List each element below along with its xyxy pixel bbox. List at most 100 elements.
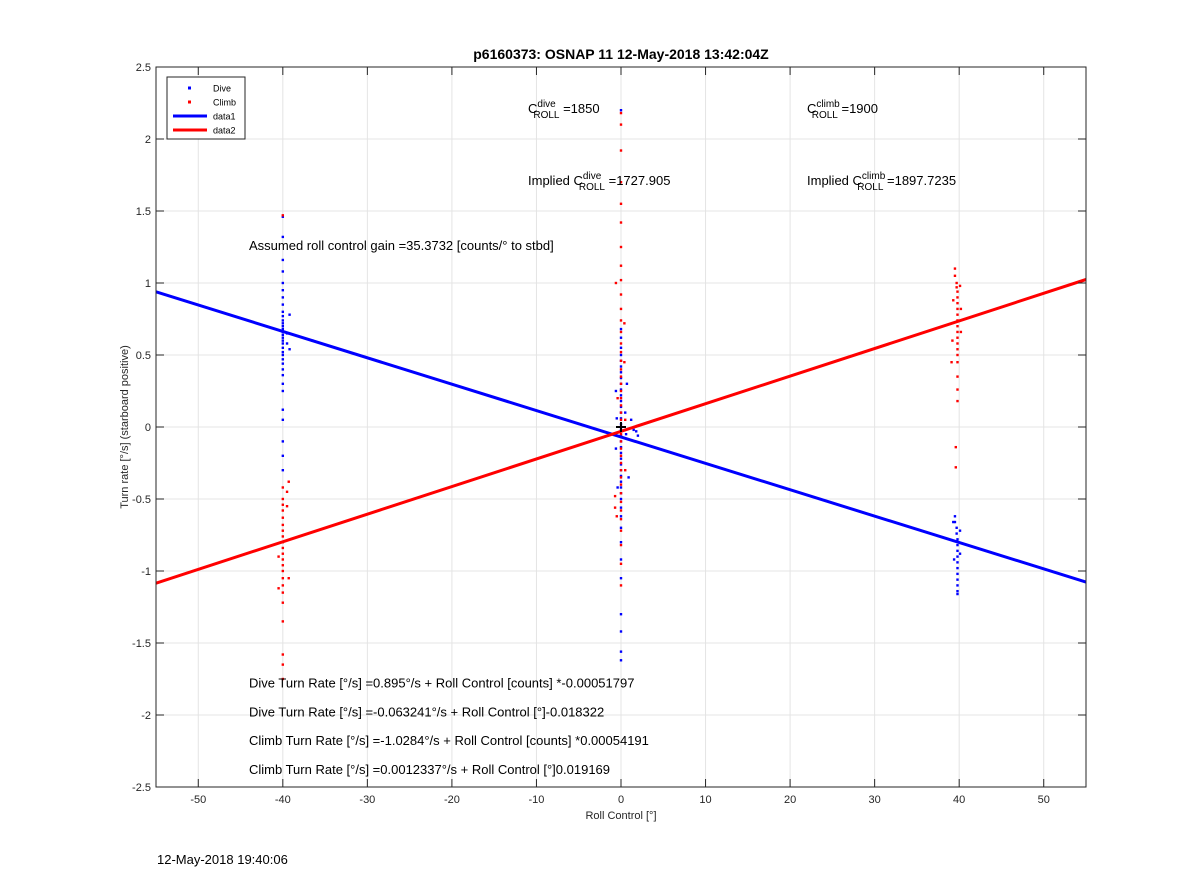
- point-dive: [281, 353, 285, 357]
- point-dive: [281, 389, 285, 393]
- point-climb: [281, 569, 285, 573]
- point-dive: [619, 109, 623, 112]
- point-dive: [281, 418, 285, 421]
- point-climb: [954, 466, 957, 469]
- y-tick-label: 2.5: [136, 62, 151, 74]
- point-dive: [619, 388, 623, 391]
- point-dive: [288, 348, 291, 351]
- x-tick-label: 10: [699, 794, 711, 806]
- point-dive: [619, 630, 623, 633]
- point-dive: [625, 382, 629, 385]
- point-dive: [281, 322, 285, 325]
- point-climb: [956, 290, 959, 293]
- legend-label: data2: [213, 126, 236, 136]
- point-climb: [958, 284, 962, 288]
- point-dive: [956, 549, 959, 553]
- point-dive: [956, 566, 959, 570]
- point-dive: [614, 389, 618, 393]
- point-dive: [281, 303, 285, 306]
- point-climb: [619, 375, 623, 378]
- y-tick-label: 2: [145, 134, 151, 146]
- point-dive: [619, 445, 623, 449]
- y-tick-label: -2.5: [132, 782, 151, 794]
- coefficient-label: Implied Cclimb ROLL =1897.7235: [807, 171, 956, 193]
- point-dive: [619, 365, 623, 368]
- point-climb: [285, 505, 289, 508]
- ticks: [156, 66, 1086, 788]
- point-climb: [619, 245, 623, 249]
- point-climb: [619, 368, 623, 371]
- legend-label: data1: [213, 112, 236, 122]
- point-climb: [619, 111, 623, 115]
- print-timestamp: 12-May-2018 19:40:06: [157, 852, 288, 867]
- point-climb: [959, 307, 963, 311]
- point-climb: [287, 577, 290, 580]
- point-dive: [619, 394, 623, 397]
- chart-title: p6160373: OSNAP 11 12-May-2018 13:42:04Z: [473, 46, 769, 62]
- x-tick-label: -50: [190, 794, 206, 806]
- x-tick-label: 0: [618, 794, 624, 806]
- point-climb: [956, 330, 959, 334]
- point-dive: [956, 572, 959, 576]
- legend-label: Dive: [213, 84, 231, 94]
- point-climb: [619, 342, 623, 345]
- point-climb: [277, 587, 280, 590]
- point-dive: [281, 215, 285, 218]
- point-climb: [277, 555, 280, 558]
- point-climb: [281, 509, 285, 512]
- point-dive: [956, 578, 959, 581]
- point-dive: [619, 480, 623, 483]
- point-climb: [624, 418, 627, 421]
- point-climb: [953, 267, 957, 270]
- point-dive: [619, 497, 623, 501]
- point-dive: [281, 258, 285, 262]
- point-climb: [281, 584, 285, 587]
- point-climb: [956, 361, 959, 364]
- coefficient-label: Cdive ROLL =1850: [528, 99, 600, 121]
- point-dive: [619, 515, 623, 518]
- point-climb: [281, 529, 285, 532]
- legend-marker-climb: [188, 100, 191, 104]
- point-dive: [281, 454, 285, 457]
- point-dive: [281, 346, 285, 349]
- point-dive: [281, 281, 285, 285]
- point-dive: [619, 506, 623, 509]
- point-dive: [619, 558, 623, 561]
- point-climb: [956, 399, 959, 403]
- y-tick-label: -1: [141, 566, 151, 578]
- point-dive: [281, 319, 285, 322]
- point-climb: [624, 469, 627, 472]
- point-dive: [619, 353, 623, 357]
- point-climb: [953, 274, 957, 277]
- point-climb: [281, 663, 285, 666]
- point-dive: [635, 430, 638, 433]
- coefficient-label: Implied Cdive ROLL =1727.905: [528, 171, 670, 193]
- annotation-text: Dive Turn Rate [°/s] =0.895°/s + Roll Co…: [249, 676, 634, 691]
- fit-line-data1: [156, 290, 1086, 584]
- point-dive: [636, 434, 640, 437]
- y-axis-label: Turn rate [°/s] (starboard positive): [119, 345, 131, 509]
- point-dive: [281, 339, 285, 342]
- point-climb: [619, 500, 623, 504]
- point-climb: [955, 281, 958, 285]
- y-tick-label: 0: [145, 422, 151, 434]
- point-climb: [287, 480, 290, 483]
- point-climb: [956, 301, 959, 305]
- point-climb: [285, 490, 289, 493]
- point-climb: [619, 264, 623, 267]
- point-climb: [281, 677, 285, 681]
- x-tick-label: 50: [1038, 794, 1050, 806]
- point-dive: [956, 543, 959, 547]
- point-dive: [281, 325, 285, 328]
- point-dive: [281, 362, 285, 365]
- point-climb: [959, 330, 963, 334]
- point-dive: [627, 476, 630, 479]
- point-climb: [619, 440, 623, 443]
- point-climb: [619, 293, 623, 296]
- point-dive: [952, 520, 955, 524]
- point-dive: [619, 474, 623, 478]
- point-climb: [619, 517, 623, 521]
- point-climb: [619, 562, 623, 565]
- point-dive: [958, 529, 962, 532]
- point-dive: [619, 486, 623, 489]
